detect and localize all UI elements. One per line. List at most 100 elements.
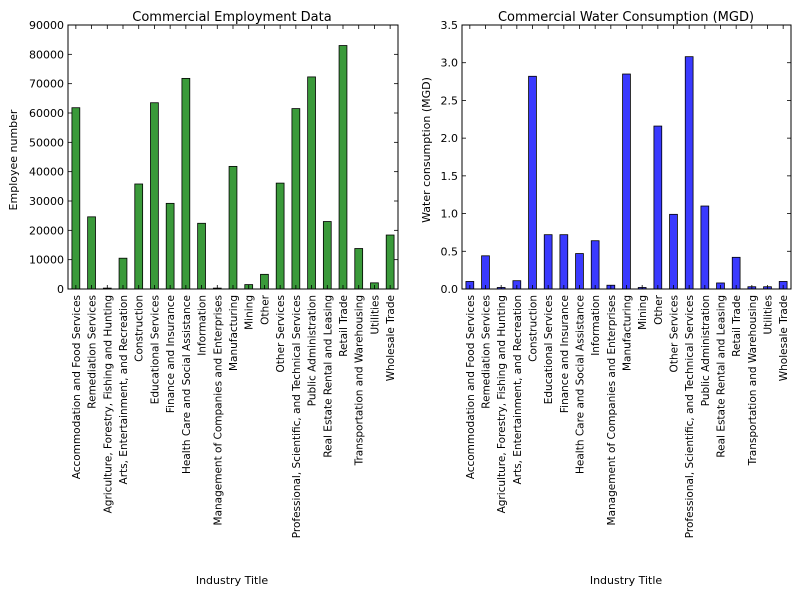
employment-x-tick-label: Remediation Services xyxy=(87,295,99,409)
water-x-tick-label: Educational Services xyxy=(543,295,555,404)
water-bars xyxy=(465,56,788,290)
employment-y-tick-label: 50000 xyxy=(29,136,64,149)
water-x-tick-label: Accommodation and Food Services xyxy=(465,295,477,479)
water-bar xyxy=(559,234,569,290)
water-y-tick-label: 2.5 xyxy=(441,94,459,107)
water-y-ticks: 0.0 0.5 1.0 1.5 2.0 2.5 3.0 3.5 xyxy=(441,19,791,296)
employment-x-tick-label: Wholesale Trade xyxy=(385,295,397,381)
employment-x-ticks: Accommodation and Food Services Remediati… xyxy=(71,25,397,538)
employment-y-tick-label: 40000 xyxy=(29,166,64,179)
water-bar xyxy=(669,213,678,290)
employment-y-tick-label: 70000 xyxy=(29,78,64,91)
employment-x-tick-label: Educational Services xyxy=(149,295,161,404)
employment-x-tick-label: Health Care and Social Assistance xyxy=(181,295,193,474)
employment-xlabel: Industry Title xyxy=(196,574,269,587)
water-x-tick-label: Other xyxy=(653,294,665,324)
employment-x-tick-label: Agriculture, Forestry, Fishing and Hunti… xyxy=(102,295,114,513)
water-bar xyxy=(622,73,631,290)
employment-x-tick-label: Public Administration xyxy=(307,295,319,406)
employment-x-tick-label: Retail Trade xyxy=(338,295,350,357)
water-x-tick-label: Real Estate Rental and Leasing xyxy=(716,295,728,458)
water-bar xyxy=(575,253,584,290)
employment-y-tick-label: 30000 xyxy=(29,195,64,208)
employment-y-ticks: 0 10000 20000 30000 40000 50000 60000 70000 8000… xyxy=(29,19,398,296)
water-y-tick-label: 1.0 xyxy=(441,208,459,221)
employment-x-tick-label: Information xyxy=(197,295,209,356)
employment-bar xyxy=(291,108,301,290)
water-y-tick-label: 3.0 xyxy=(441,57,459,70)
water-chart: Commercial Water Consumption (MGD) Water… xyxy=(420,10,792,587)
employment-x-tick-label: Utilities xyxy=(369,295,381,335)
employment-ylabel: Employee number xyxy=(7,109,20,210)
employment-bar xyxy=(338,45,348,290)
employment-bar xyxy=(165,202,175,290)
employment-bar xyxy=(385,234,395,290)
water-x-tick-label: Information xyxy=(590,295,602,356)
water-x-tick-label: Agriculture, Forestry, Fishing and Hunti… xyxy=(496,295,508,513)
employment-bar xyxy=(275,182,285,290)
employment-y-tick-label: 90000 xyxy=(29,19,64,32)
employment-y-tick-label: 0 xyxy=(57,283,64,296)
employment-y-tick-label: 60000 xyxy=(29,107,64,120)
employment-x-tick-label: Finance and Insurance xyxy=(165,295,177,413)
water-bar xyxy=(481,255,490,290)
water-x-tick-label: Utilities xyxy=(763,295,775,335)
employment-y-tick-label: 20000 xyxy=(29,224,64,237)
employment-bar xyxy=(181,77,191,290)
water-bar xyxy=(590,240,600,290)
water-x-tick-label: Manufacturing xyxy=(622,295,634,371)
water-bar xyxy=(731,256,741,290)
employment-x-tick-label: Professional, Scientific, and Technical … xyxy=(291,295,303,538)
water-y-tick-label: 3.5 xyxy=(441,19,459,32)
employment-bar xyxy=(118,257,128,290)
water-x-tick-label: Mining xyxy=(637,295,649,330)
employment-bar xyxy=(150,102,159,290)
water-title: Commercial Water Consumption (MGD) xyxy=(498,10,754,25)
water-x-tick-label: Transportation and Warehousing xyxy=(747,295,759,466)
water-bar xyxy=(543,234,553,290)
employment-x-tick-label: Construction xyxy=(134,295,146,362)
employment-bar xyxy=(322,221,332,290)
employment-bar xyxy=(307,76,316,290)
water-y-tick-label: 0.0 xyxy=(441,283,459,296)
employment-bar xyxy=(87,216,96,290)
water-x-tick-label: Arts, Entertainment, and Recreation xyxy=(512,295,524,484)
employment-bar xyxy=(354,248,364,290)
employment-y-tick-label: 10000 xyxy=(29,254,64,267)
water-x-tick-label: Construction xyxy=(528,295,540,362)
water-x-tick-label: Wholesale Trade xyxy=(778,295,790,381)
water-x-tick-label: Remediation Services xyxy=(481,295,493,409)
employment-x-tick-label: Management of Companies and Enterprises xyxy=(212,295,224,525)
water-x-tick-label: Management of Companies and Enterprises xyxy=(606,295,618,525)
water-bar xyxy=(653,125,663,290)
employment-x-tick-label: Accommodation and Food Services xyxy=(71,295,83,479)
water-x-tick-label: Health Care and Social Assistance xyxy=(575,295,587,474)
water-y-tick-label: 2.0 xyxy=(441,132,459,145)
water-y-tick-label: 0.5 xyxy=(441,245,459,258)
employment-plot-frame xyxy=(67,24,399,290)
employment-chart: Commercial Employment Data Employee numb… xyxy=(7,10,399,587)
employment-x-tick-label: Manufacturing xyxy=(228,295,240,371)
employment-bars xyxy=(71,45,395,290)
water-x-tick-label: Finance and Insurance xyxy=(559,295,571,413)
water-ylabel: Water consumption (MGD) xyxy=(420,77,433,223)
water-plot-frame xyxy=(461,24,792,290)
water-x-tick-label: Other Services xyxy=(669,295,681,372)
employment-bar xyxy=(228,165,238,290)
water-bar xyxy=(528,75,537,290)
water-y-tick-label: 1.5 xyxy=(441,170,459,183)
water-x-tick-label: Retail Trade xyxy=(731,295,743,357)
employment-bar xyxy=(71,107,81,290)
employment-bar xyxy=(134,183,144,290)
employment-x-tick-label: Arts, Entertainment, and Recreation xyxy=(118,295,130,484)
water-bar xyxy=(700,205,710,290)
employment-title: Commercial Employment Data xyxy=(132,10,331,25)
water-xlabel: Industry Title xyxy=(590,574,663,587)
employment-x-tick-label: Other xyxy=(259,294,271,324)
employment-x-tick-label: Mining xyxy=(244,295,256,330)
employment-x-tick-label: Real Estate Rental and Leasing xyxy=(322,295,334,458)
employment-y-tick-label: 80000 xyxy=(29,48,64,61)
water-x-tick-label: Professional, Scientific, and Technical … xyxy=(684,295,696,538)
